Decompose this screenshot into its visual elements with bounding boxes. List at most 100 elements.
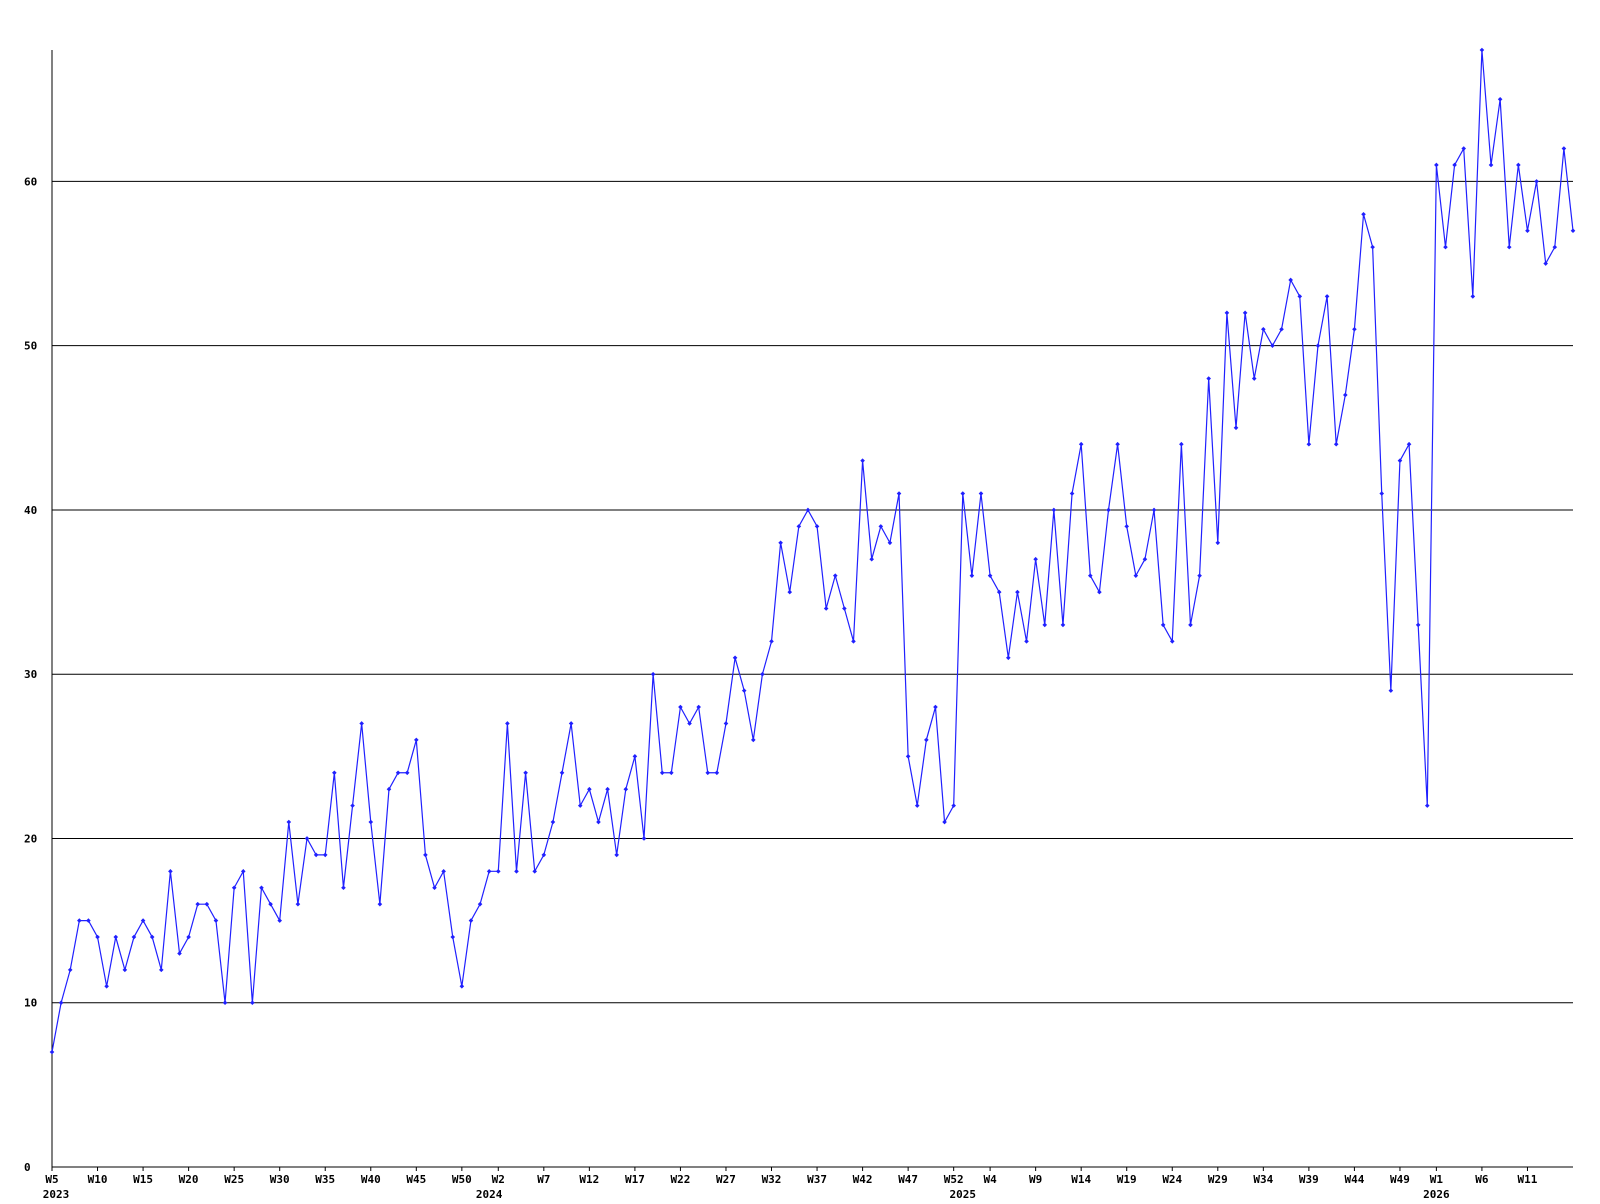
x-tick-label: W24 [1162, 1173, 1182, 1186]
data-point [304, 836, 310, 841]
year-label: 2023 [43, 1188, 70, 1200]
data-point [277, 918, 282, 923]
data-point [158, 967, 164, 973]
data-point [514, 869, 519, 874]
data-point [568, 721, 574, 726]
year-label: 2026 [1423, 1188, 1450, 1200]
data-point [750, 737, 756, 743]
data-point [969, 573, 975, 578]
data-point [550, 819, 556, 825]
data-point [887, 540, 893, 546]
data-point [1415, 622, 1421, 628]
data-point [778, 540, 783, 546]
data-point [395, 770, 401, 776]
data-point [1397, 458, 1403, 463]
data-point [732, 655, 738, 661]
data-point [577, 803, 583, 808]
y-tick-label: 0 [24, 1161, 31, 1174]
x-tick-label: W42 [853, 1173, 873, 1186]
data-point [796, 524, 802, 529]
data-point [1242, 310, 1248, 316]
data-point [1534, 179, 1539, 184]
data-point [1160, 622, 1166, 628]
x-tick-label: W27 [716, 1173, 736, 1186]
data-point [1333, 441, 1339, 447]
data-point [1343, 392, 1348, 398]
data-point [1233, 425, 1239, 431]
data-point [787, 589, 793, 595]
data-point [259, 885, 264, 891]
data-point [168, 869, 173, 874]
data-point [532, 869, 538, 874]
data-point [1042, 622, 1048, 628]
x-tick-label: W35 [315, 1173, 335, 1186]
data-point [1506, 244, 1512, 250]
data-point [186, 934, 191, 940]
data-point [1488, 162, 1494, 168]
data-point [1133, 573, 1139, 578]
data-point [250, 1000, 255, 1006]
data-point [468, 918, 474, 923]
data-point [1552, 244, 1558, 250]
x-tick-label: W30 [270, 1173, 290, 1186]
data-point [1224, 310, 1230, 316]
data-point [423, 852, 428, 858]
data-point [486, 869, 492, 874]
data-point [678, 704, 683, 710]
x-tick-label: W44 [1344, 1173, 1364, 1186]
x-tick-label: W22 [670, 1173, 690, 1186]
y-tick-label: 20 [24, 832, 37, 845]
data-point [350, 803, 355, 808]
data-point [1279, 326, 1284, 332]
data-point [1452, 162, 1457, 168]
data-point [978, 491, 984, 496]
x-tick-label: W14 [1071, 1173, 1091, 1186]
data-point [905, 754, 911, 759]
data-point [632, 754, 638, 759]
data-point [95, 934, 100, 940]
data-point [741, 688, 747, 693]
data-point [477, 901, 483, 907]
data-point [222, 1000, 228, 1006]
x-tick-label: W19 [1117, 1173, 1137, 1186]
data-point [1151, 507, 1157, 513]
x-tick-label: W2 [492, 1173, 505, 1186]
data-point [723, 721, 729, 726]
x-tick-label: W25 [224, 1173, 244, 1186]
data-point [596, 819, 601, 825]
data-point [1288, 277, 1293, 283]
data-point [1097, 589, 1102, 595]
data-point [1142, 556, 1148, 562]
x-tick-label: W39 [1299, 1173, 1319, 1186]
data-point [1443, 244, 1448, 250]
data-point [1033, 556, 1038, 562]
data-point [1543, 261, 1548, 266]
data-point [322, 852, 328, 858]
data-point [1270, 343, 1275, 348]
data-point [49, 1049, 55, 1055]
data-point [933, 704, 938, 710]
data-point [149, 934, 155, 940]
x-tick-label: W5 [45, 1173, 58, 1186]
data-point [960, 491, 966, 496]
x-tick-label: W4 [983, 1173, 997, 1186]
data-point [705, 770, 711, 776]
data-point [332, 770, 337, 776]
data-point [659, 770, 665, 776]
data-point [67, 967, 73, 973]
data-point [851, 639, 856, 644]
data-point [140, 918, 146, 923]
data-point [1497, 96, 1503, 102]
x-tick-label: W1 [1430, 1173, 1444, 1186]
data-point [696, 704, 701, 710]
data-point [122, 967, 128, 973]
data-point [359, 721, 364, 726]
data-point [669, 770, 674, 776]
data-point [1434, 162, 1439, 168]
data-point [77, 918, 82, 923]
data-point [523, 770, 528, 776]
y-tick-label: 10 [24, 997, 37, 1010]
data-point [687, 721, 692, 726]
x-tick-label: W9 [1029, 1173, 1042, 1186]
